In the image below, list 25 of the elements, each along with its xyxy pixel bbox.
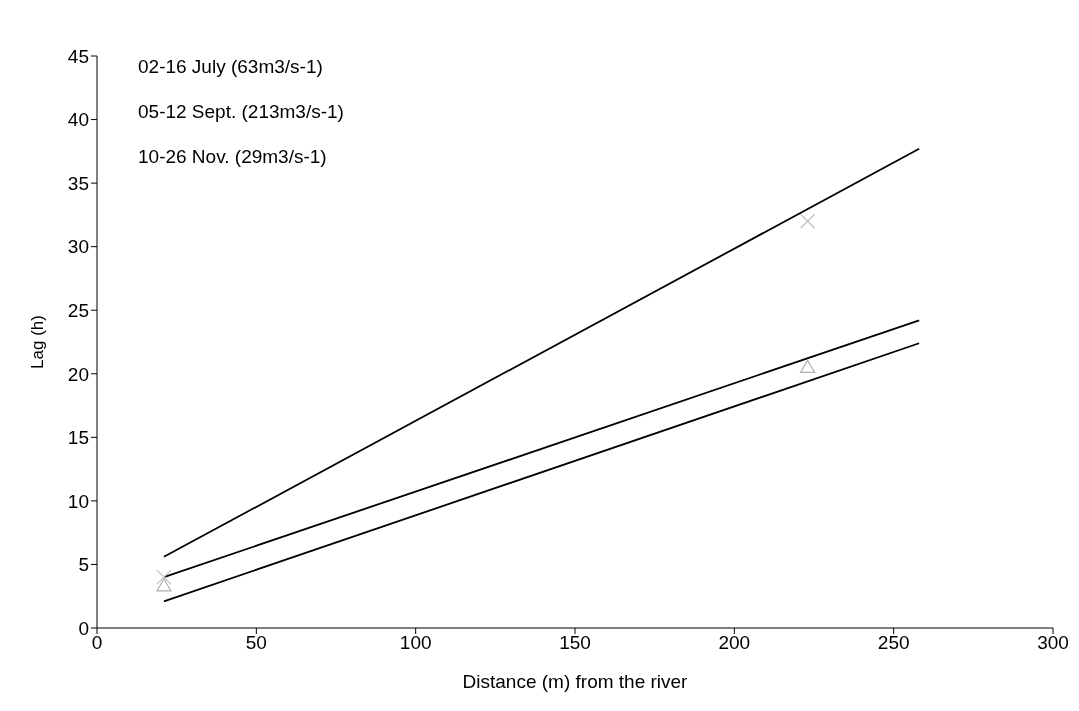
x-tick-label: 50 [245,632,267,654]
x-tick-label: 150 [559,632,591,654]
y-tick-label: 20 [67,363,89,385]
annotation: 10-26 Nov. (29m3/s-1) [138,145,328,169]
point [800,213,816,229]
x-tick-label: 250 [877,632,910,654]
point [156,569,172,585]
y-tick-label: 25 [67,299,89,321]
annotation: 05-12 Sept. (213m3/s-1) [138,100,344,124]
x-tick-label: 300 [1037,632,1069,654]
y-tick-label: 30 [67,236,89,258]
x-tick-label: 100 [399,632,432,654]
y-tick-label: 35 [67,172,89,194]
y-tick-label: 40 [67,109,89,131]
y-tick-label: 10 [67,490,89,512]
point [800,359,816,373]
y-tick-label: 15 [67,427,89,449]
y-tick-label: 45 [67,45,89,67]
x-axis-title: Distance (m) from the river [462,671,689,692]
y-tick-label: 5 [78,554,89,576]
x-tick-label: 200 [718,632,751,654]
y-tick-label: 0 [78,617,89,639]
point [156,578,172,592]
annotation: 02-16 July (63m3/s-1) [138,55,324,79]
y-axis-title: Lag (h) [28,315,48,369]
